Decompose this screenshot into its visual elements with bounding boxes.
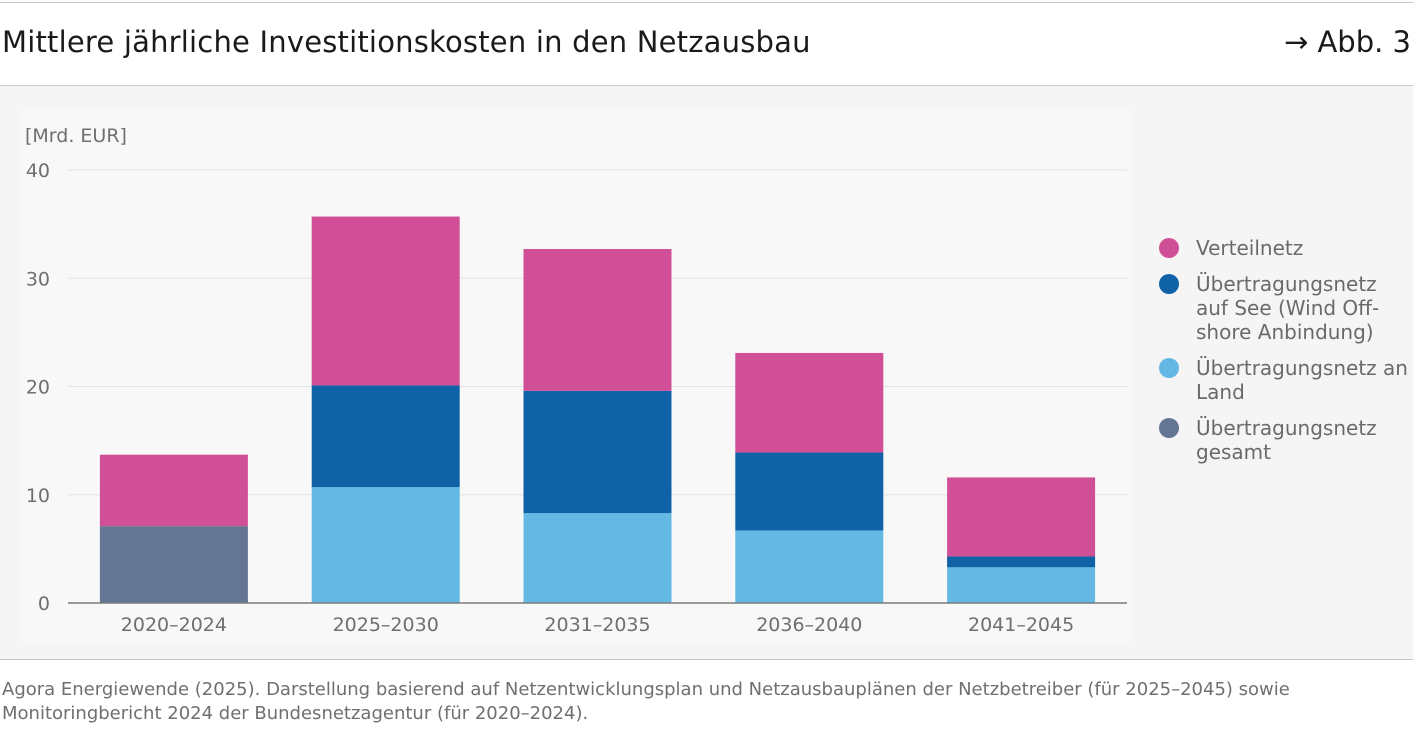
chart-title: Mittlere jährliche Investitionskosten in… <box>2 25 811 59</box>
legend-item-uebertragungsnetz-land: Übertragungsnetz an Land <box>1158 356 1408 404</box>
legend-swatch <box>1159 238 1179 258</box>
x-tick-label: 2041–2045 <box>968 614 1074 636</box>
bar-segment <box>735 530 884 603</box>
legend-label: Übertragungsnetz an Land <box>1196 356 1408 404</box>
bar-segment <box>523 390 672 514</box>
legend-swatch <box>1159 418 1179 438</box>
y-tick-label: 10 <box>26 485 50 507</box>
bar-segment <box>523 513 672 603</box>
x-tick-label: 2036–2040 <box>756 614 862 636</box>
legend-swatch <box>1159 358 1179 378</box>
header: Mittlere jährliche Investitionskosten in… <box>0 3 1413 85</box>
bar-segment <box>523 249 672 391</box>
y-tick-label: 20 <box>26 377 50 399</box>
legend-item-verteilnetz: Verteilnetz <box>1158 236 1408 260</box>
y-tick-label: 0 <box>38 593 50 615</box>
y-axis-unit-label: [Mrd. EUR] <box>25 125 127 147</box>
bar-segment <box>311 216 460 386</box>
y-tick-label: 40 <box>26 160 50 182</box>
chart-legend: Verteilnetz Übertragungsnetz auf See (Wi… <box>1158 236 1408 476</box>
legend-label: Übertragungsnetz gesamt <box>1196 416 1377 464</box>
legend-swatch <box>1159 274 1179 294</box>
bar-segment <box>311 487 460 603</box>
header-rule <box>0 85 1413 86</box>
bar-segment <box>735 452 884 531</box>
legend-label: Verteilnetz <box>1196 236 1304 260</box>
bar-segment <box>947 556 1096 568</box>
y-tick-label: 30 <box>26 268 50 290</box>
x-tick-label: 2025–2030 <box>333 614 439 636</box>
bar-segment <box>311 385 460 488</box>
bar-segment <box>99 526 248 603</box>
legend-item-uebertragungsnetz-gesamt: Übertragungsnetz gesamt <box>1158 416 1408 464</box>
footer-rule <box>0 659 1413 660</box>
figure-reference: → Abb. 3 <box>1283 25 1411 59</box>
legend-item-uebertragungsnetz-see: Übertragungsnetz auf See (Wind Off-shore… <box>1158 272 1408 344</box>
x-tick-label: 2020–2024 <box>121 614 227 636</box>
top-rule <box>0 2 1413 3</box>
source-note: Agora Energiewende (2025). Darstellung b… <box>2 679 1290 724</box>
legend-label: Übertragungsnetz auf See (Wind Off-shore… <box>1196 272 1380 344</box>
bar-segment <box>947 567 1096 603</box>
x-tick-label: 2031–2035 <box>544 614 650 636</box>
bar-segment <box>947 477 1096 557</box>
bar-segment <box>735 352 884 453</box>
bar-segment <box>99 454 248 527</box>
